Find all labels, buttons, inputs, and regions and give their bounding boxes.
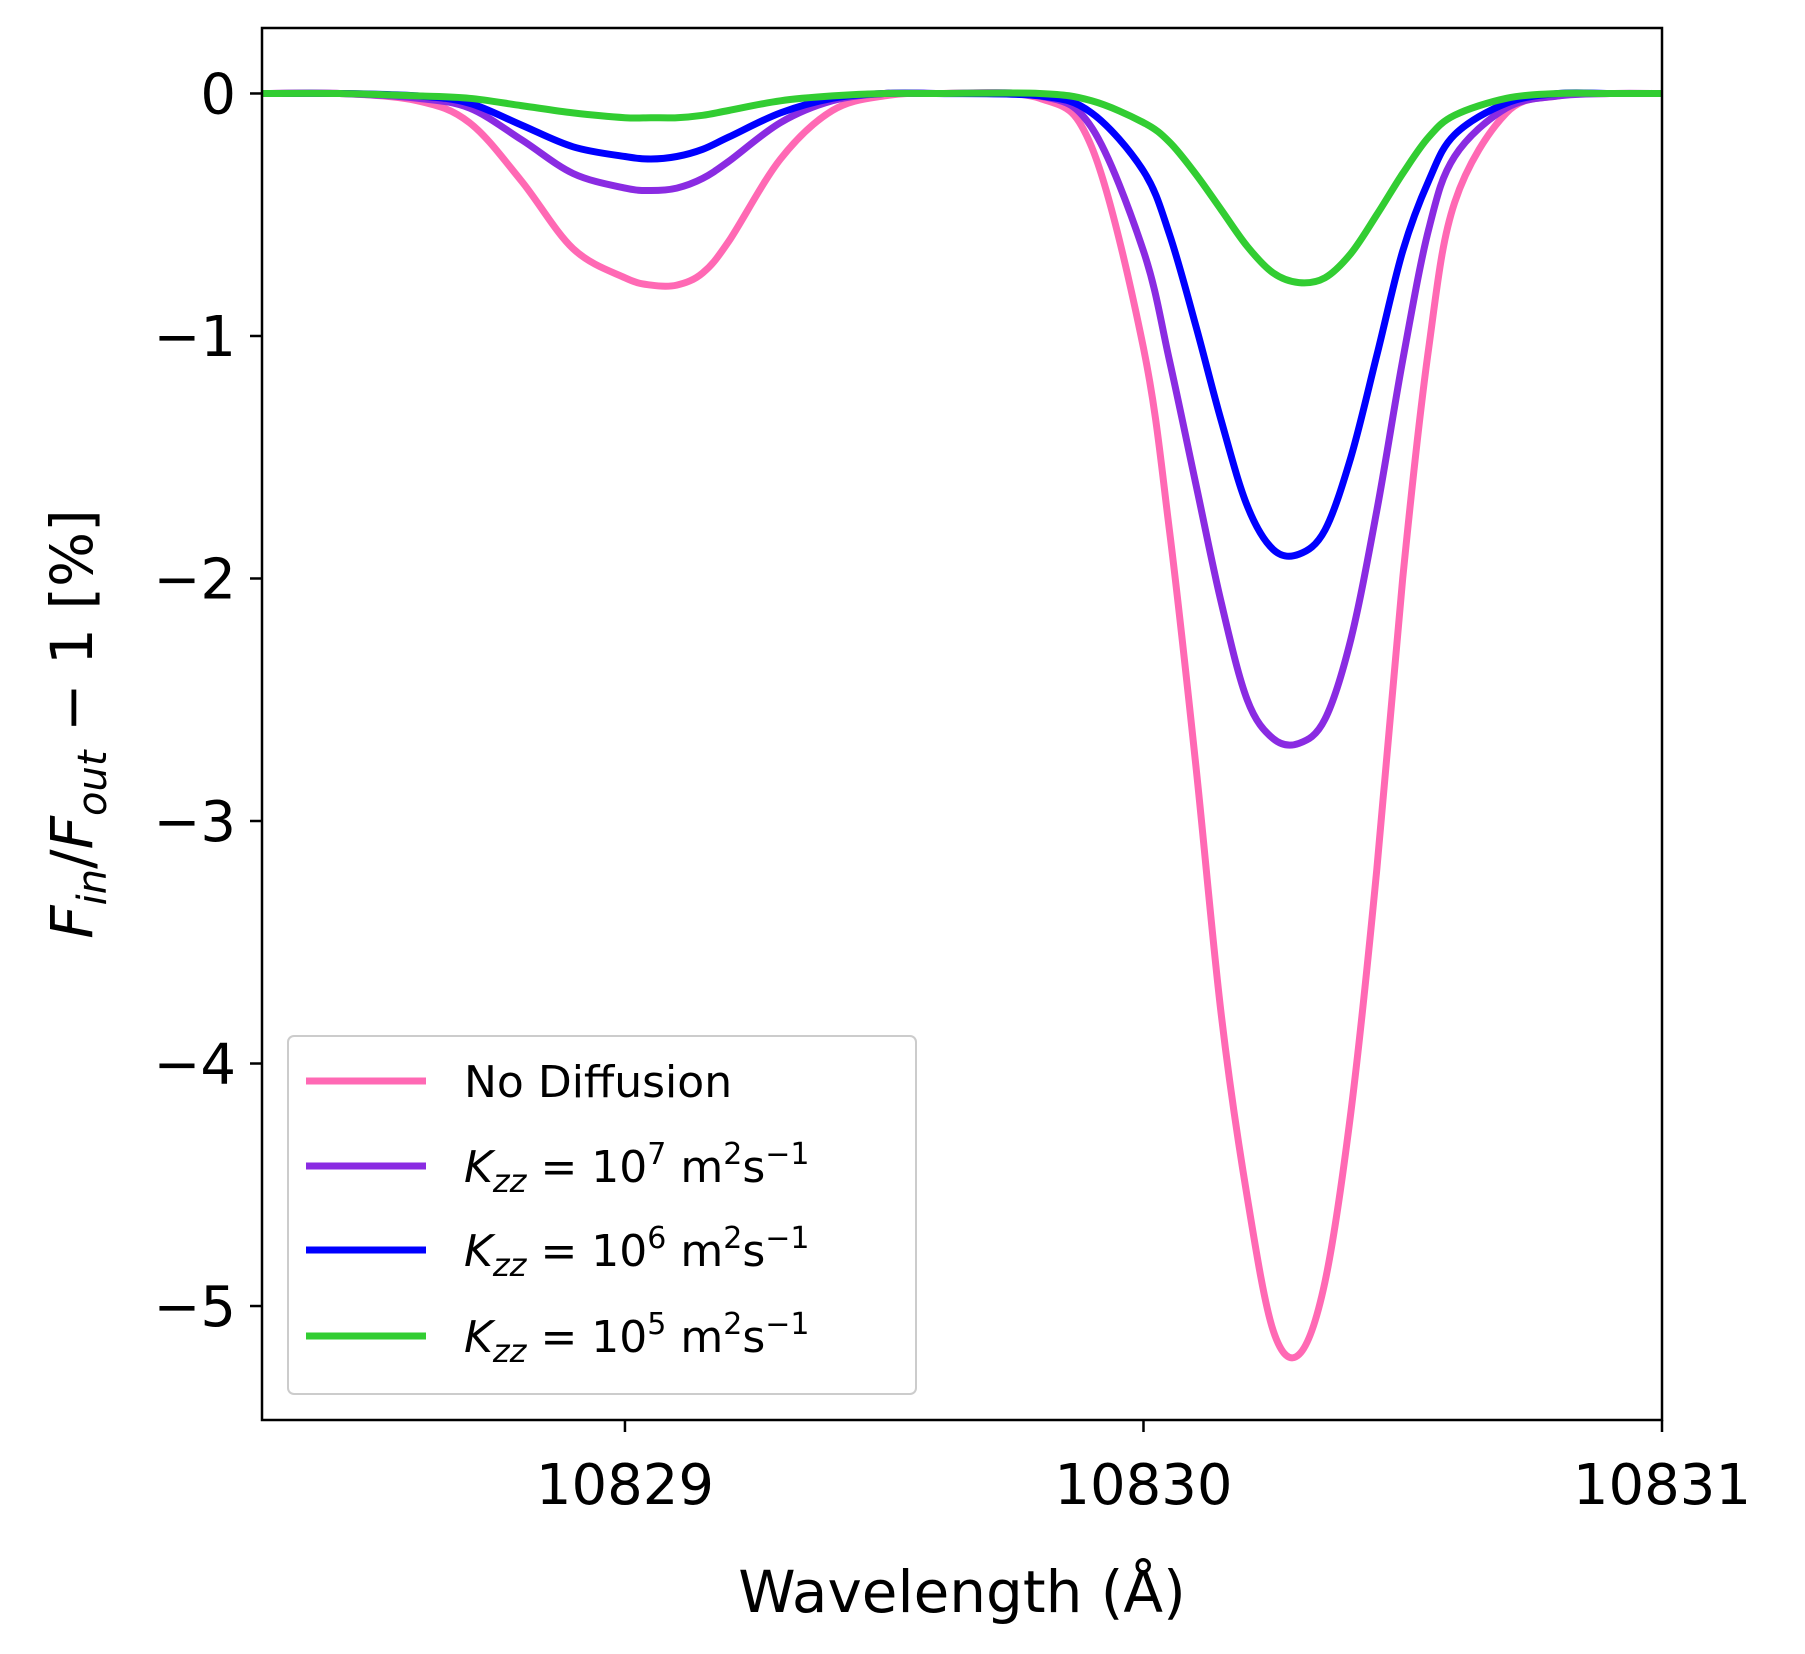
legend-label-kzz-1e7: Kzz = 107 m2s−1 [464,1137,810,1200]
plot-frame [260,26,1664,1422]
y-tick-label: −1 [153,305,236,370]
series-line-1 [262,89,1662,749]
y-axis-label: Fin/Fout − 1 [%] [38,509,116,938]
x-tick-label: 10829 [536,1453,714,1518]
x-tick-label: 10830 [1054,1453,1232,1518]
legend: No Diffusion Kzz = 107 m2s−1 Kzz = 106 m… [287,1035,917,1395]
y-tick-label: −2 [153,547,236,612]
y-tick-label: 0 [200,62,236,127]
series-line-3 [262,89,1662,287]
x-axis-label: Wavelength (Å) [738,1557,1185,1626]
legend-label-kzz-1e6: Kzz = 106 m2s−1 [464,1221,810,1284]
legend-label-no-diffusion: No Diffusion [464,1057,732,1108]
series-layer [262,89,1662,1362]
legend-label-kzz-1e5: Kzz = 105 m2s−1 [464,1307,810,1370]
x-tick-label: 10831 [1573,1453,1751,1518]
series-line-0 [262,89,1662,1362]
y-tick-label: −3 [153,790,236,855]
y-axis: 0 −1 −2 −3 −4 −5 [153,62,262,1340]
y-tick-label: −5 [153,1275,236,1340]
series-line-2 [262,89,1662,560]
plot-area [260,26,1664,1422]
x-axis: 10829 10830 10831 [536,1420,1751,1518]
y-tick-label: −4 [153,1033,236,1098]
legend-box [287,1035,917,1395]
